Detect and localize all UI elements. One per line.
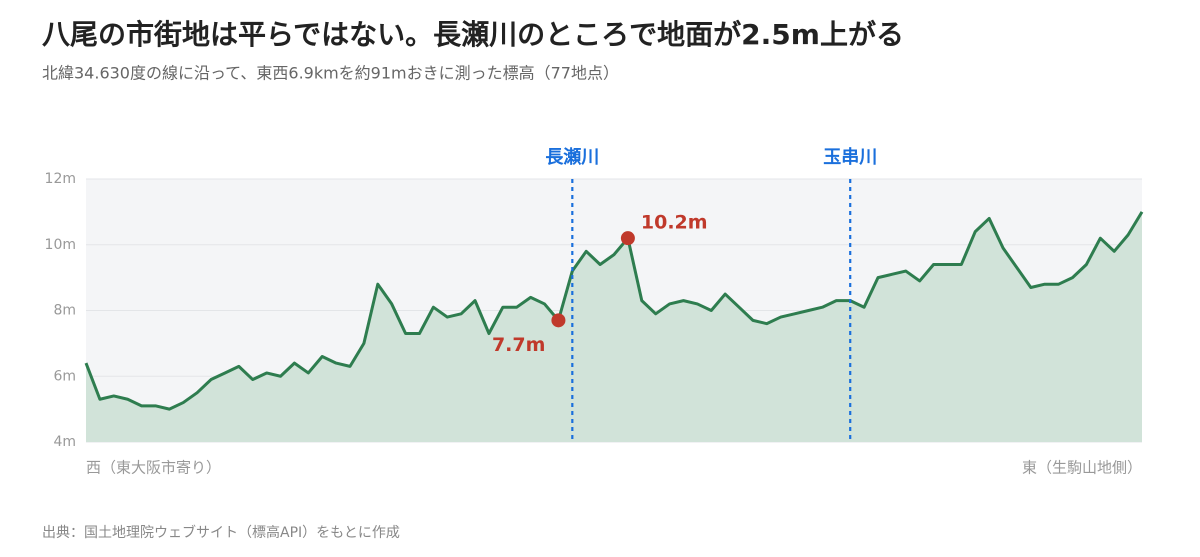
y-tick-label: 4m	[53, 434, 76, 450]
value-label: 10.2m	[641, 212, 708, 234]
y-tick-label: 8m	[53, 303, 76, 319]
y-tick-label: 10m	[45, 237, 76, 253]
line	[84, 211, 1144, 411]
area-fill	[86, 211, 1142, 442]
x-tick-label: 西（東大阪市寄り）	[86, 459, 221, 477]
y-tick-label: 6m	[53, 368, 76, 384]
value-label: 7.7m	[492, 334, 545, 356]
source-note: 出典：国土地理院ウェブサイト（標高API）をもとに作成	[42, 524, 400, 541]
highlight-point	[551, 313, 566, 328]
chart-title: 八尾の市街地は平らではない。長瀬川のところで地面が2.5m上がる	[42, 18, 904, 51]
reference-label: 長瀬川	[545, 147, 599, 168]
chart-subtitle: 北緯34.630度の線に沿って、東西6.9kmを約91mおきに測った標高（77地…	[42, 64, 619, 83]
reference-label: 玉串川	[823, 147, 877, 168]
highlight-point	[620, 231, 635, 246]
x-tick-label: 東（生駒山地側）	[1022, 459, 1142, 477]
y-tick-label: 12m	[45, 171, 76, 187]
